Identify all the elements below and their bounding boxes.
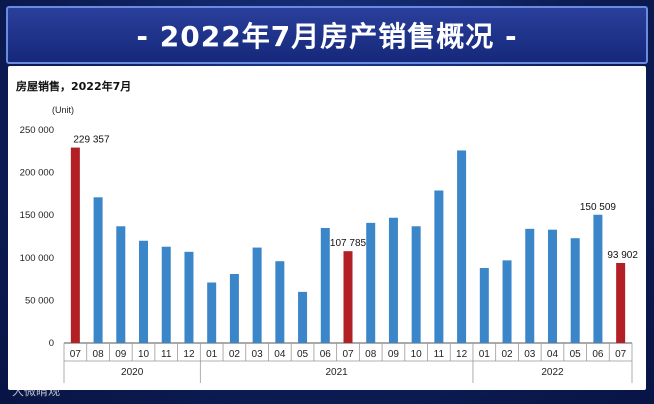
x-tick-label: 08 <box>365 349 377 360</box>
page-title: - 2022年7月房产销售概况 - <box>136 20 518 53</box>
x-tick-label: 06 <box>592 349 604 360</box>
x-tick-label: 10 <box>138 349 150 360</box>
bar <box>593 214 603 343</box>
bar <box>411 226 421 343</box>
y-tick-label: 150 000 <box>20 210 54 221</box>
x-tick-label: 01 <box>479 349 491 360</box>
bar <box>320 227 330 343</box>
bar <box>343 251 353 343</box>
y-tick-label: 100 000 <box>20 253 54 264</box>
bar <box>434 190 444 343</box>
bar <box>161 246 171 343</box>
x-tick-label: 01 <box>206 349 218 360</box>
x-tick-label: 07 <box>342 349 354 360</box>
x-tick-label: 07 <box>615 349 627 360</box>
bar <box>275 261 285 343</box>
x-tick-label: 12 <box>456 349 468 360</box>
x-tick-label: 05 <box>297 349 309 360</box>
title-banner: - 2022年7月房产销售概况 - <box>6 6 648 64</box>
year-label: 2021 <box>326 367 349 378</box>
data-label: 107 785 <box>330 238 367 249</box>
data-label: 229 357 <box>73 135 110 146</box>
bar <box>547 229 557 343</box>
bar <box>366 222 376 343</box>
x-tick-label: 10 <box>411 349 423 360</box>
bar <box>298 291 308 343</box>
x-tick-label: 04 <box>547 349 559 360</box>
bar <box>139 240 149 343</box>
bar <box>116 226 126 343</box>
x-tick-label: 11 <box>161 349 172 360</box>
x-tick-label: 07 <box>70 349 82 360</box>
data-label: 93 902 <box>607 250 638 261</box>
x-tick-label: 06 <box>320 349 332 360</box>
bar <box>457 150 467 343</box>
bar <box>93 197 103 343</box>
x-tick-label: 12 <box>183 349 195 360</box>
bar <box>184 251 194 343</box>
data-label: 150 509 <box>580 202 617 213</box>
bar <box>570 238 580 343</box>
year-label: 2020 <box>121 367 144 378</box>
bar <box>70 147 80 343</box>
bar <box>252 247 262 343</box>
x-tick-label: 03 <box>524 349 536 360</box>
bar <box>525 228 535 343</box>
x-tick-label: 02 <box>501 349 513 360</box>
x-tick-label: 04 <box>274 349 286 360</box>
x-tick-label: 09 <box>115 349 127 360</box>
x-tick-label: 08 <box>93 349 105 360</box>
y-tick-label: 0 <box>49 338 54 349</box>
x-tick-label: 09 <box>388 349 400 360</box>
x-tick-label: 11 <box>434 349 445 360</box>
unit-label: (Unit) <box>52 105 74 115</box>
bar <box>207 282 217 343</box>
bar <box>616 262 626 343</box>
x-tick-label: 05 <box>570 349 582 360</box>
year-label: 2022 <box>541 367 564 378</box>
bar <box>229 273 239 343</box>
watermark-text: 大微睛观 <box>12 384 61 398</box>
y-tick-label: 200 000 <box>20 168 54 179</box>
y-tick-label: 50 000 <box>25 295 54 306</box>
chart-title: 房屋销售，2022年7月 <box>16 80 132 93</box>
x-tick-label: 03 <box>252 349 264 360</box>
bar <box>479 268 489 343</box>
bar <box>388 217 398 343</box>
bar <box>502 260 512 343</box>
y-tick-label: 250 000 <box>20 125 54 136</box>
x-tick-label: 02 <box>229 349 241 360</box>
